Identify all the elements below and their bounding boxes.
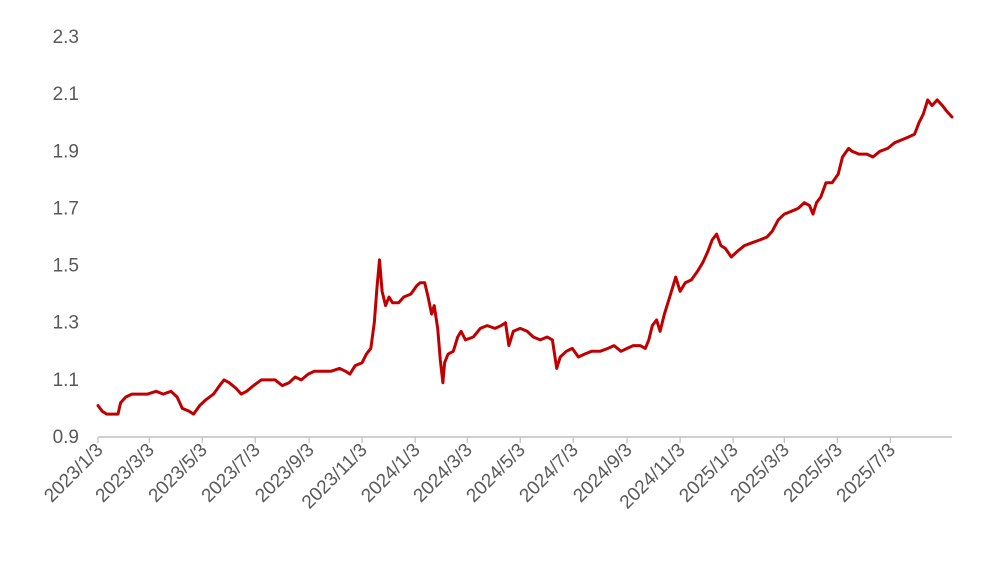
x-tick-label: 2023/7/3	[198, 440, 265, 507]
plot-area	[96, 98, 954, 416]
x-tick-label: 2024/7/3	[516, 440, 583, 507]
y-tick-label: 0.9	[53, 427, 79, 448]
y-axis: 0.9 1.1 1.3 1.5 1.7 1.9 2.1 2.3	[53, 27, 79, 448]
series-line	[96, 98, 954, 416]
y-tick-label: 1.7	[53, 198, 79, 219]
y-tick-label: 1.3	[53, 313, 79, 334]
y-tick-label: 1.1	[53, 370, 79, 391]
y-tick-label: 1.5	[53, 256, 79, 277]
y-tick-label: 1.9	[53, 141, 79, 162]
y-tick-label: 2.3	[53, 27, 79, 48]
y-tick-label: 2.1	[53, 84, 79, 105]
x-axis: 2023/1/32023/3/32023/5/32023/7/32023/9/3…	[40, 436, 952, 513]
x-tick-label: 2025/7/3	[833, 440, 900, 507]
